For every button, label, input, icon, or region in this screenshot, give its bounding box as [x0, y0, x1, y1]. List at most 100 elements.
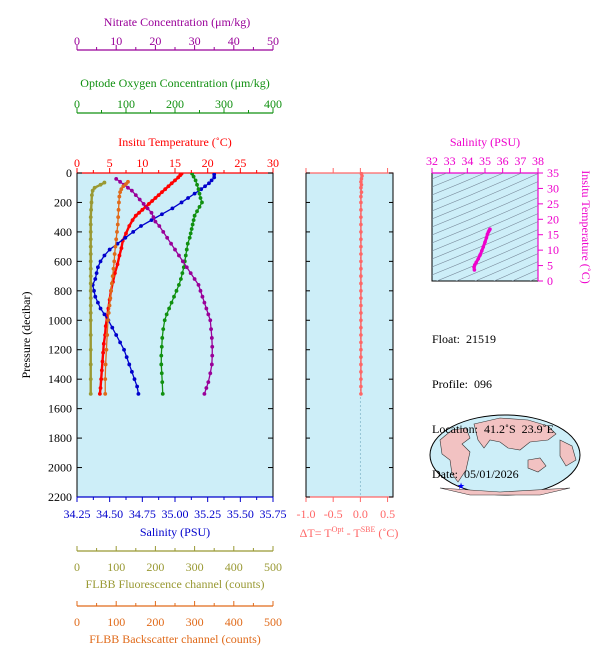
temperature-series-point [97, 392, 102, 396]
fluorescence-series-point [88, 222, 93, 227]
fluorescence-series-point [90, 188, 95, 193]
nitrate-series-point [208, 371, 213, 376]
oxygen-series-point [195, 182, 199, 187]
backscatter-series-line [104, 181, 129, 394]
salinity-series-point [115, 241, 120, 246]
nitrate-series-point [149, 210, 154, 215]
delta-t-point [359, 274, 363, 278]
salinity-series-point [96, 300, 100, 305]
salinity-axis-label: Salinity (PSU) [140, 525, 210, 539]
backscatter-series-point [116, 215, 121, 220]
salinity-series-point [93, 277, 98, 281]
oxygen-axis-tick-label: 200 [166, 97, 184, 111]
nitrate-series-point [210, 344, 215, 349]
temperature-series-point [99, 377, 104, 382]
delta-t-point [359, 215, 363, 219]
nitrate-series-point [202, 300, 207, 305]
ts-salinity-tick-label: 36 [497, 154, 509, 168]
ts-point [478, 253, 482, 257]
ts-density-contour [432, 197, 538, 244]
pressure-tick-label: 2000 [48, 461, 72, 475]
delta-t-point [359, 266, 363, 271]
oxygen-series-point [197, 204, 202, 209]
fluorescence-series-point [88, 288, 93, 293]
oxygen-series-point [190, 222, 195, 227]
nitrate-axis: 0 10 20 30 40 50 [74, 34, 279, 51]
oxygen-series-point [181, 265, 186, 270]
delta-t-point [359, 177, 364, 181]
backscatter-series-point [103, 362, 108, 367]
backscatter-series-point [107, 303, 112, 308]
ts-density-contour [432, 173, 538, 220]
ts-point [481, 245, 486, 249]
delta-t-point [359, 200, 363, 205]
nitrate-series-point [126, 185, 130, 190]
pressure-tick-label: 1800 [48, 431, 72, 445]
nitrate-series-point [173, 247, 177, 252]
ts-salinity-tick-label: 34 [461, 154, 473, 168]
oxygen-series-point [196, 187, 201, 192]
delta-t-point [359, 252, 363, 256]
salinity-series-point [118, 340, 123, 345]
ts-temperature-tick-label: 15 [547, 228, 559, 242]
nitrate-series-point [206, 380, 211, 385]
oxygen-series-point [172, 294, 176, 299]
temperature-axis: 0 5 10 15 20 25 30 [74, 156, 279, 174]
pressure-tick-label: 1400 [48, 372, 72, 386]
ts-temperature-tick-label: 25 [547, 197, 559, 211]
delta-t-point [359, 259, 363, 264]
pressure-tick-label: 800 [54, 284, 72, 298]
oxygen-series-point [180, 271, 185, 276]
ts-temperature-tick-label: 5 [547, 259, 553, 273]
salinity-series-point [170, 206, 175, 211]
fluorescence-series-point [88, 377, 93, 382]
oxygen-series-point [162, 318, 167, 323]
nitrate-axis-tick-label: 40 [228, 34, 240, 48]
salinity-axis-tick-label: 35.50 [227, 507, 254, 521]
ts-density-contour [432, 189, 538, 236]
backscatter-series-point [103, 392, 108, 396]
oxygen-series-point [195, 209, 199, 214]
delta-t-point [359, 237, 363, 242]
delta-t-series [359, 171, 364, 396]
oxygen-axis-tick-label: 300 [215, 97, 233, 111]
temperature-series-point [176, 175, 181, 180]
temperature-series-point [150, 199, 155, 203]
backscatter-series-point [118, 190, 123, 195]
salinity-series-point [179, 200, 184, 205]
backscatter-axis-label: FLBB Backscatter channel (counts) [89, 632, 261, 646]
nitrate-series-point [206, 312, 211, 317]
temperature-series-point [101, 350, 106, 355]
temperature-axis-tick-label: 5 [107, 156, 113, 170]
fluorescence-axis-tick-label: 0 [74, 560, 80, 574]
fluorescence-series-point [88, 318, 93, 323]
salinity-series-point [98, 259, 103, 264]
fluorescence-series-point [88, 333, 93, 337]
backscatter-series-point [111, 266, 116, 271]
ts-density-contour [432, 205, 538, 252]
ts-salinity-axis-label: Salinity (PSU) [450, 135, 520, 149]
ts-density-contour [432, 221, 538, 268]
ts-point [488, 227, 492, 231]
delta-t-point [359, 180, 363, 184]
float-id: Float: 21519 [432, 332, 497, 346]
nitrate-series-point [129, 188, 134, 193]
oxygen-series-point [189, 227, 194, 231]
ts-point [484, 236, 489, 240]
nitrate-series-point [198, 288, 203, 293]
ts-density-contour [432, 229, 538, 276]
ts-temperature-tick-label: 35 [547, 166, 559, 180]
temperature-axis-tick-label: 20 [202, 156, 214, 170]
oxygen-series-point [167, 306, 172, 311]
salinity-series-point [212, 175, 217, 180]
temperature-axis-tick-label: 15 [169, 156, 181, 170]
oxygen-series-point [197, 191, 202, 196]
ts-series [472, 227, 492, 272]
fluorescence-axis-tick-label: 300 [186, 560, 204, 574]
float-info: Float: 21519 Profile: 096 Location: 41.2… [432, 302, 554, 497]
oxygen-series-point [174, 288, 179, 293]
backscatter-series-point [121, 184, 126, 189]
nitrate-series-point [161, 230, 166, 234]
nitrate-series-point [118, 179, 123, 184]
oxygen-axis-label: Optode Oxygen Concentration (μm/kg) [80, 76, 269, 90]
